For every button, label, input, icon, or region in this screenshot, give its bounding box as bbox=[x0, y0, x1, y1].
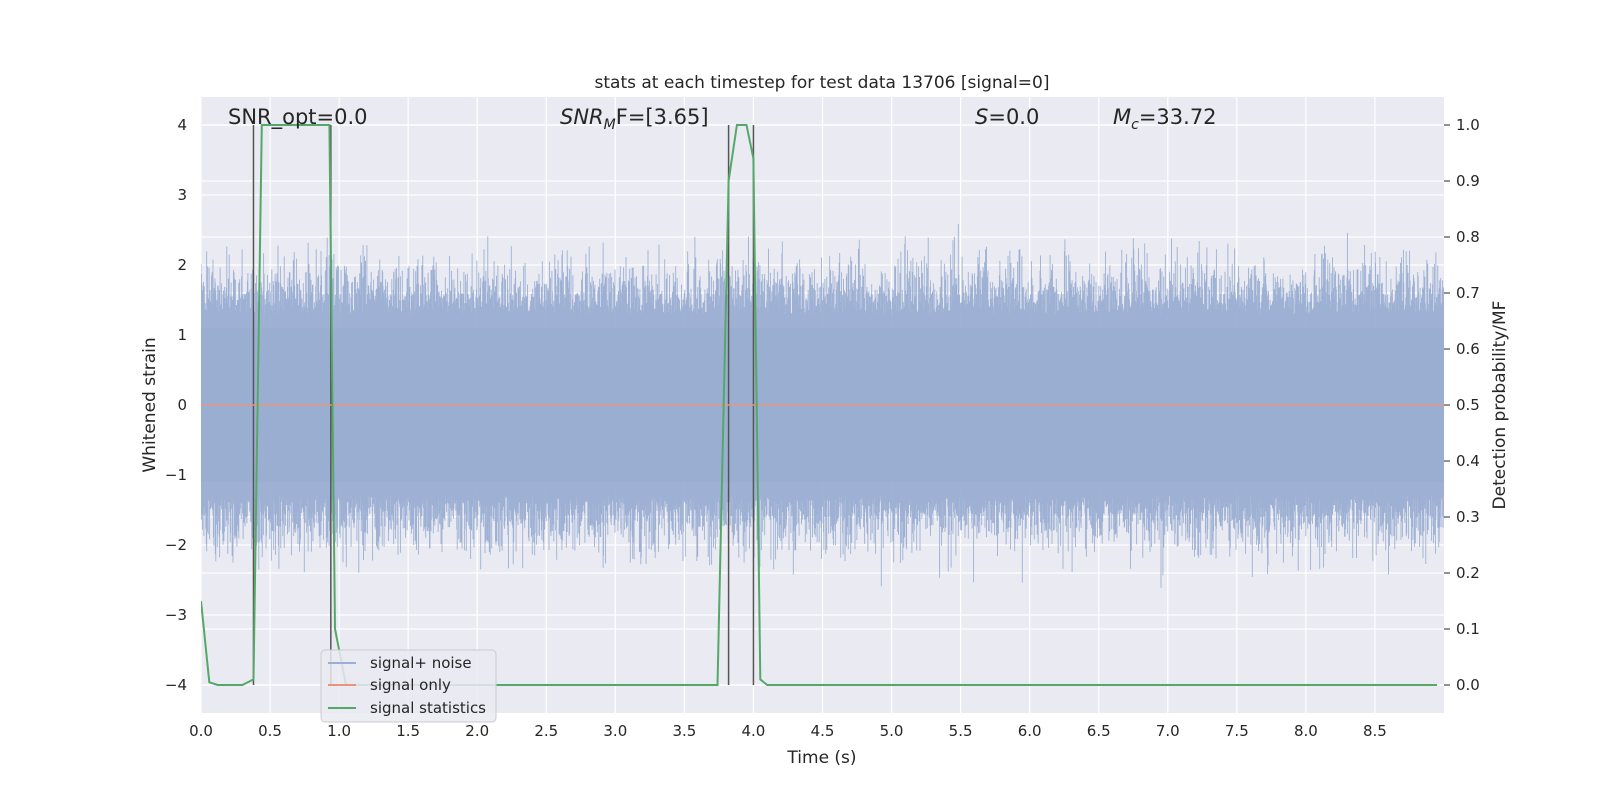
y-tick-label: 0 bbox=[177, 396, 187, 414]
y-right-axis-label: Detection probability/MF bbox=[1490, 301, 1510, 510]
x-tick-label: 1.5 bbox=[396, 722, 420, 740]
legend: signal+ noise signal only signal statist… bbox=[320, 649, 497, 723]
x-tick-label: 8.5 bbox=[1363, 722, 1387, 740]
y-right-tick-label: 1.0 bbox=[1456, 116, 1480, 134]
x-tick-label: 1.0 bbox=[327, 722, 351, 740]
y-tick-label: −3 bbox=[165, 606, 187, 624]
x-tick-label: 4.0 bbox=[742, 722, 766, 740]
x-tick-labels: 0.0 0.5 1.0 1.5 2.0 2.5 3.0 3.5 4.0 4.5 5.0 5.5 6.0 6… bbox=[189, 722, 1387, 740]
x-tick-label: 0.0 bbox=[189, 722, 213, 740]
y-tick-label: 2 bbox=[177, 256, 187, 274]
x-tick-label: 4.5 bbox=[811, 722, 835, 740]
x-tick-label: 2.5 bbox=[534, 722, 558, 740]
y-right-tick-label: 0.9 bbox=[1456, 172, 1480, 190]
y-tick-label: −1 bbox=[165, 466, 187, 484]
y-tick-label: −2 bbox=[165, 536, 187, 554]
legend-label-signal-only: signal only bbox=[370, 676, 451, 694]
y-right-tick-label: 0.7 bbox=[1456, 284, 1480, 302]
annotation-snr-opt: SNR_opt=0.0 bbox=[228, 105, 368, 130]
x-tick-label: 3.5 bbox=[672, 722, 696, 740]
y-tick-labels: 4 3 2 1 0 −1 −2 −3 −4 bbox=[165, 116, 187, 694]
y-right-tick-label: 0.6 bbox=[1456, 340, 1480, 358]
x-tick-label: 2.0 bbox=[465, 722, 489, 740]
y-right-tick-label: 0.2 bbox=[1456, 564, 1480, 582]
legend-box bbox=[320, 649, 497, 723]
x-tick-label: 6.5 bbox=[1087, 722, 1111, 740]
x-tick-label: 8.0 bbox=[1294, 722, 1318, 740]
x-tick-label: 7.5 bbox=[1225, 722, 1249, 740]
x-tick-label: 7.0 bbox=[1156, 722, 1180, 740]
y-tick-label: 1 bbox=[177, 326, 187, 344]
x-tick-label: 6.0 bbox=[1018, 722, 1042, 740]
y-right-tick-label: 0.3 bbox=[1456, 508, 1480, 526]
y-tick-label: 3 bbox=[177, 186, 187, 204]
x-tick-label: 3.0 bbox=[603, 722, 627, 740]
legend-label-signal-statistics: signal statistics bbox=[370, 699, 486, 717]
chart-title: stats at each timestep for test data 137… bbox=[595, 73, 1050, 93]
x-tick-label: 0.5 bbox=[258, 722, 282, 740]
y-right-tick-label: 0.0 bbox=[1456, 676, 1480, 694]
y-tick-label: 4 bbox=[177, 116, 187, 134]
y-right-tick-label: 0.5 bbox=[1456, 396, 1480, 414]
x-tick-label: 5.0 bbox=[880, 722, 904, 740]
y-axis-label: Whitened strain bbox=[140, 337, 160, 472]
y-tick-label: −4 bbox=[165, 676, 187, 694]
annotation-snr-mf: SNRMF=[3.65] bbox=[560, 105, 709, 133]
y-right-tick-label: 0.4 bbox=[1456, 452, 1480, 470]
y-right-tick-label: 0.1 bbox=[1456, 620, 1480, 638]
x-tick-label: 5.5 bbox=[949, 722, 973, 740]
x-axis-label: Time (s) bbox=[786, 748, 856, 768]
y-right-tick-labels: 1.0 0.9 0.8 0.7 0.6 0.5 0.4 0.3 0.2 0.1 0.0 bbox=[1444, 116, 1480, 694]
annotation-s: S=0.0 bbox=[975, 105, 1039, 129]
y-right-tick-label: 0.8 bbox=[1456, 228, 1480, 246]
annotation-mc: Mc=33.72 bbox=[1113, 105, 1217, 133]
legend-label-signal-noise: signal+ noise bbox=[370, 654, 472, 672]
